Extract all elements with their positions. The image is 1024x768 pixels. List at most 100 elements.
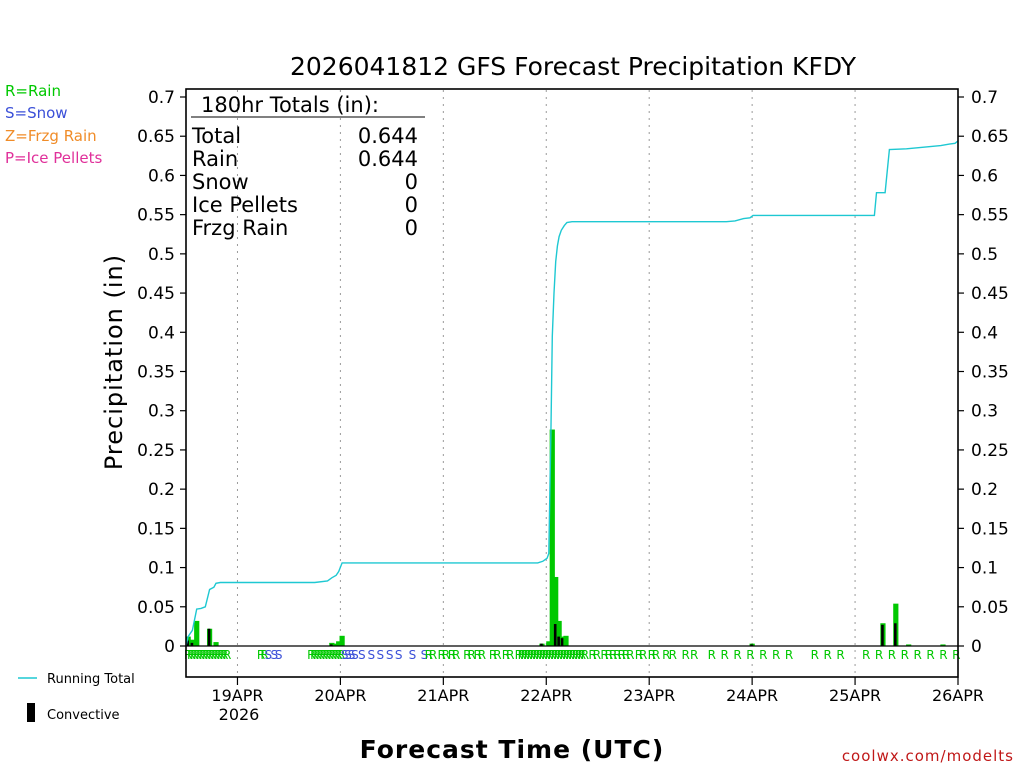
precip-type-marker: R bbox=[669, 648, 677, 662]
precip-type-marker: S bbox=[275, 648, 283, 662]
precip-type-marker: S bbox=[395, 648, 403, 662]
precip-type-marker: R bbox=[193, 648, 201, 662]
y-tick-label-right: 0.5 bbox=[971, 245, 998, 265]
precip-type-marker: R bbox=[442, 648, 450, 662]
totals-row-label: Frzg Rain bbox=[192, 216, 288, 240]
precip-type-marker: S bbox=[376, 648, 384, 662]
precip-type-marker: R bbox=[618, 648, 626, 662]
precip-bars bbox=[185, 429, 946, 646]
credit-link[interactable]: coolwx.com/modelts bbox=[842, 747, 1014, 765]
precip-type-marker: R bbox=[334, 648, 342, 662]
convective-bar bbox=[894, 623, 897, 646]
precip-type-marker: R bbox=[214, 648, 222, 662]
precip-type-marker: R bbox=[478, 648, 486, 662]
precip-type-marker: R bbox=[325, 648, 333, 662]
precip-type-marker: R bbox=[551, 648, 559, 662]
totals-header: 180hr Totals (in): bbox=[201, 93, 379, 117]
precip-type-marker: R bbox=[600, 648, 608, 662]
y-axis-right: 0 0.05 0.1 0.15 0.2 0.25 0.3 0.35 0.4 0.45 0.5 0.55… bbox=[958, 88, 1009, 657]
precip-bar bbox=[940, 644, 946, 646]
convective-bar bbox=[190, 642, 194, 646]
plot-frame bbox=[185, 88, 959, 678]
y-tick-label-right: 0.65 bbox=[971, 127, 1009, 147]
precip-type-marker: R bbox=[733, 648, 741, 662]
precip-type-marker: R bbox=[316, 648, 324, 662]
totals-box: 180hr Totals (in): Total 0.644 Rain 0.644 Sn… bbox=[191, 93, 425, 240]
precip-type-marker: R bbox=[518, 648, 526, 662]
precip-bar bbox=[563, 635, 569, 646]
legend-snow: S=Snow bbox=[5, 104, 68, 122]
precip-type-marker: S bbox=[421, 648, 429, 662]
precip-bar bbox=[339, 635, 345, 646]
precip-type-marker: R bbox=[184, 648, 192, 662]
legend-frzg-rain: Z=Frzg Rain bbox=[5, 127, 97, 145]
precip-type-marker: R bbox=[952, 648, 960, 662]
precip-type-marker: R bbox=[875, 648, 883, 662]
precip-bar bbox=[906, 644, 912, 646]
precip-type-marker: R bbox=[690, 648, 698, 662]
precip-type-marker: R bbox=[560, 648, 568, 662]
y-tick-label: 0.2 bbox=[148, 480, 175, 500]
precip-type-marker: R bbox=[217, 648, 225, 662]
convective-legend-swatch bbox=[27, 703, 35, 722]
y-tick-label-right: 0.6 bbox=[971, 166, 998, 186]
y-tick-label: 0.05 bbox=[137, 598, 175, 618]
x-tick-label: 23APR bbox=[623, 686, 675, 705]
convective-bars bbox=[186, 623, 897, 646]
y-tick-label-right: 0.4 bbox=[971, 323, 998, 343]
totals-row-value: 0 bbox=[405, 170, 418, 194]
totals-row-value: 0 bbox=[405, 193, 418, 217]
precip-type-marker: R bbox=[581, 648, 589, 662]
precip-type-legend: R=Rain S=Snow Z=Frzg Rain P=Ice Pellets bbox=[5, 82, 102, 167]
precip-type-marker: R bbox=[639, 648, 647, 662]
y-tick-label: 0.35 bbox=[137, 363, 175, 383]
precip-bar bbox=[329, 642, 335, 646]
y-tick-label-right: 0.25 bbox=[971, 441, 1009, 461]
precip-type-marker: R bbox=[548, 648, 556, 662]
precip-type-marker: S bbox=[367, 648, 375, 662]
convective-bar bbox=[186, 640, 189, 646]
precip-type-marker: R bbox=[681, 648, 689, 662]
totals-row-value: 0.644 bbox=[358, 147, 418, 171]
totals-row-label: Rain bbox=[192, 147, 238, 171]
precip-type-marker: R bbox=[888, 648, 896, 662]
precip-type-marker: R bbox=[502, 648, 510, 662]
precip-type-marker: R bbox=[557, 648, 565, 662]
y-tick-label: 0.15 bbox=[137, 519, 175, 539]
y-tick-label: 0.25 bbox=[137, 441, 175, 461]
chart-title: 2026041812 GFS Forecast Precipitation KF… bbox=[290, 52, 857, 81]
series-legend: Running Total Convective bbox=[18, 672, 135, 723]
precip-type-marker: R bbox=[467, 648, 475, 662]
y-tick-label-right: 0.55 bbox=[971, 206, 1009, 226]
precip-type-marker: R bbox=[515, 648, 523, 662]
y-tick-label-right: 0.05 bbox=[971, 598, 1009, 618]
x-axis-title: Forecast Time (UTC) bbox=[360, 735, 665, 764]
precip-type-marker: R bbox=[493, 648, 501, 662]
precip-type-marker: R bbox=[635, 648, 643, 662]
precip-type-marker: S bbox=[341, 648, 349, 662]
precip-type-marker: R bbox=[322, 648, 330, 662]
precip-type-marker: R bbox=[429, 648, 437, 662]
precip-type-marker: R bbox=[578, 648, 586, 662]
totals-row-label: Ice Pellets bbox=[192, 193, 298, 217]
y-tick-label-right: 0.1 bbox=[971, 559, 998, 579]
y-tick-label-right: 0.7 bbox=[971, 88, 998, 108]
x-tick-label: 20APR bbox=[314, 686, 366, 705]
y-tick-label: 0.65 bbox=[137, 127, 175, 147]
precip-type-marker: R bbox=[609, 648, 617, 662]
precip-bar bbox=[546, 641, 552, 646]
precip-type-marker: R bbox=[331, 648, 339, 662]
y-tick-label: 0.4 bbox=[148, 323, 175, 343]
precip-bar bbox=[549, 429, 555, 646]
precip-type-marker: R bbox=[626, 648, 634, 662]
x-tick-label: 24APR bbox=[726, 686, 778, 705]
legend-ice-pellets: P=Ice Pellets bbox=[5, 149, 102, 167]
totals-row-value: 0.644 bbox=[358, 124, 418, 148]
y-tick-label-right: 0.2 bbox=[971, 480, 998, 500]
precip-type-marker: R bbox=[506, 648, 514, 662]
precip-type-marker: R bbox=[575, 648, 583, 662]
precip-type-marker: R bbox=[648, 648, 656, 662]
y-tick-label: 0.5 bbox=[148, 245, 175, 265]
running-total-legend-label: Running Total bbox=[47, 672, 135, 687]
